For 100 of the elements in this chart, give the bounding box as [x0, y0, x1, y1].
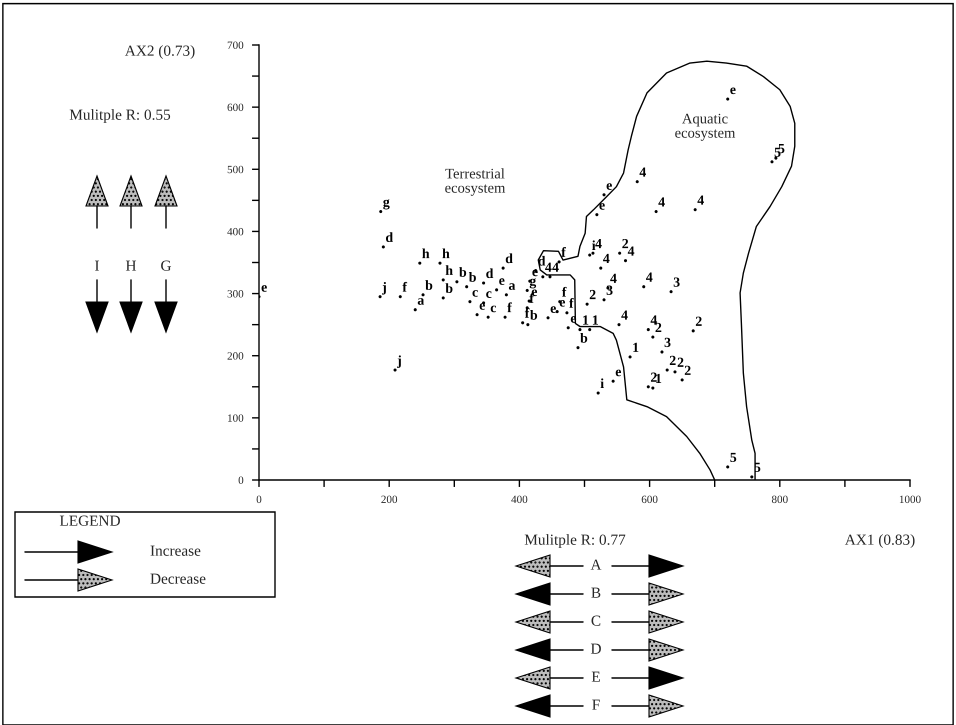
point	[636, 180, 639, 184]
text: 4	[552, 262, 559, 272]
point	[646, 328, 650, 332]
point	[379, 210, 382, 214]
text: h	[422, 248, 430, 258]
point	[394, 368, 397, 372]
point	[566, 326, 570, 330]
text: e	[532, 289, 538, 296]
point	[654, 210, 658, 214]
point	[612, 380, 615, 383]
point	[495, 288, 498, 292]
point	[628, 355, 632, 359]
text: f	[507, 302, 512, 312]
text: h	[442, 248, 450, 258]
point	[548, 275, 552, 278]
text: b	[425, 280, 432, 290]
y-tick-label: 300	[228, 290, 244, 298]
text: 2	[622, 238, 628, 248]
series-label: d	[506, 253, 513, 264]
point	[651, 386, 654, 390]
point	[378, 295, 382, 298]
text: 1	[592, 315, 598, 325]
point	[588, 328, 592, 332]
series-label: i	[600, 378, 604, 388]
point	[586, 302, 589, 306]
point	[618, 252, 622, 255]
point	[576, 346, 580, 350]
text: 4	[610, 274, 617, 283]
series-label: g	[383, 199, 390, 210]
text: f	[569, 298, 574, 308]
point	[624, 259, 628, 262]
point	[602, 193, 606, 196]
series-label: 3	[606, 286, 613, 295]
text: Mulitple R: 0.55	[70, 109, 170, 123]
text: e	[262, 285, 267, 292]
text: 2	[696, 316, 702, 326]
point	[694, 208, 697, 212]
text: d	[386, 232, 393, 242]
point	[468, 300, 472, 304]
series-label: j	[382, 282, 386, 295]
point	[398, 295, 402, 298]
y-tick-label: 200	[228, 352, 244, 360]
text: B	[591, 588, 600, 598]
text: b	[459, 267, 466, 277]
series-label: e	[550, 306, 556, 313]
text: 4	[646, 272, 653, 282]
text: 2	[656, 322, 662, 332]
annotation: Aquatic ecosystem	[675, 114, 736, 141]
point	[591, 252, 595, 255]
point	[565, 311, 568, 314]
series-label: b	[445, 283, 452, 294]
text: e	[599, 203, 605, 210]
text: j	[397, 355, 401, 368]
point	[414, 308, 417, 312]
text: 3	[664, 338, 671, 348]
text: e	[499, 278, 505, 285]
x-tick-label: 0	[256, 496, 262, 504]
text: 3	[674, 277, 680, 287]
y-tick-label: 400	[227, 228, 244, 236]
y-axis-title: AX2 (0.73)	[124, 45, 195, 59]
x-tick-label: 600	[642, 496, 658, 504]
series-label: 1	[583, 315, 588, 325]
point	[541, 275, 544, 278]
text: E	[592, 672, 600, 682]
point	[521, 321, 524, 324]
text: i	[592, 240, 596, 250]
text: G	[161, 260, 172, 271]
text: 4	[628, 246, 634, 256]
text: 1	[633, 342, 638, 352]
text: 2	[670, 356, 676, 365]
series-label: c	[490, 306, 496, 312]
text: H	[126, 260, 136, 271]
point	[442, 278, 445, 282]
series-label: 2	[590, 290, 596, 300]
point	[455, 280, 458, 284]
text: b	[468, 272, 476, 282]
text: Increase	[150, 546, 200, 556]
point	[726, 98, 730, 101]
point	[465, 285, 468, 288]
annotation: Terrestrial ecosystem	[445, 168, 506, 196]
point	[588, 253, 592, 257]
x-tick-label: 200	[381, 496, 398, 504]
series-label: h	[446, 265, 453, 275]
text: I	[95, 260, 100, 271]
point	[670, 290, 673, 294]
point	[651, 336, 654, 339]
x-axis-title: AX1 (0.83)	[844, 534, 915, 548]
point	[673, 370, 677, 374]
point	[596, 391, 600, 395]
point	[660, 350, 664, 354]
text: Decrease	[150, 574, 206, 584]
point	[442, 296, 445, 300]
point	[595, 213, 598, 216]
point	[502, 266, 505, 270]
text: 4	[595, 238, 602, 248]
text: C	[592, 616, 600, 626]
point	[617, 323, 621, 326]
x-tick-label: 400	[511, 496, 528, 504]
text: c	[486, 291, 492, 298]
text: 5	[730, 452, 736, 462]
